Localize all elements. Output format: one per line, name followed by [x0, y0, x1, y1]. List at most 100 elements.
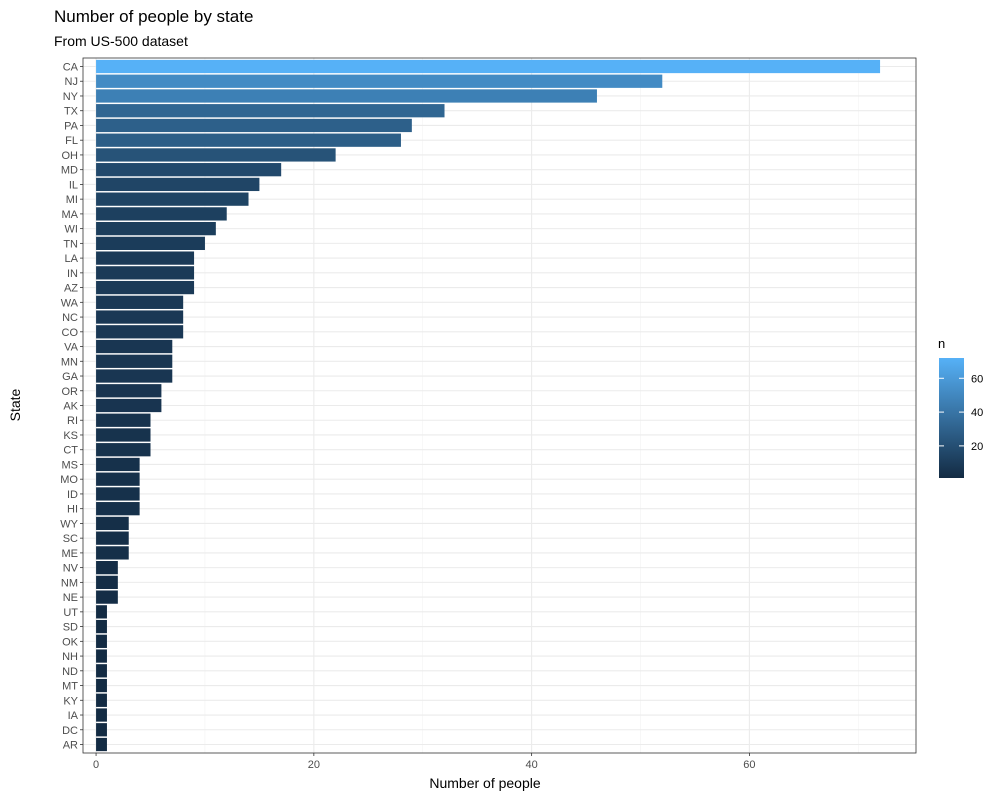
y-tick-label: MI [66, 194, 78, 206]
bar-ct [96, 443, 151, 457]
y-tick-label: TX [64, 106, 79, 118]
bar-co [96, 325, 184, 339]
bar-nh [96, 649, 107, 663]
bar-mn [96, 354, 173, 368]
y-tick-label: IA [68, 710, 79, 722]
bar-nj [96, 74, 663, 88]
y-tick-label: RI [67, 415, 78, 427]
bar-in [96, 266, 195, 280]
y-tick-label: AK [63, 401, 78, 413]
y-tick-label: SC [63, 533, 78, 545]
y-tick-label: IL [69, 179, 78, 191]
y-tick-label: NJ [65, 76, 78, 88]
y-tick-label: MS [62, 459, 79, 471]
y-tick-label: MT [62, 681, 78, 693]
y-tick-label: MA [62, 209, 79, 221]
y-tick-label: DC [62, 725, 78, 737]
y-tick-label: NY [63, 91, 79, 103]
bar-nc [96, 310, 184, 324]
x-axis-ticks: 0 20 40 60 [93, 753, 756, 771]
y-tick-label: NC [62, 312, 78, 324]
y-tick-label: TN [63, 238, 78, 250]
x-tick-label: 20 [308, 759, 320, 771]
bar-dc [96, 723, 107, 737]
y-tick-label: CO [62, 327, 79, 339]
bar-la [96, 251, 195, 265]
legend-title: n [938, 336, 945, 351]
legend-tick-label: 40 [971, 407, 983, 419]
y-tick-label: KY [63, 695, 78, 707]
y-tick-label: UT [63, 607, 78, 619]
bar-ok [96, 634, 107, 648]
legend-tick-label: 60 [971, 373, 983, 385]
bar-il [96, 177, 260, 192]
y-tick-label: PA [64, 120, 79, 132]
y-axis-title: State [7, 388, 23, 421]
bar-pa [96, 118, 412, 133]
bar-hi [96, 502, 140, 516]
grid [83, 58, 916, 753]
bar-az [96, 280, 195, 295]
bar-ri [96, 413, 151, 427]
bar-ar [96, 737, 107, 752]
legend: n 20 40 60 [938, 336, 983, 478]
bar-ne [96, 590, 118, 604]
y-tick-label: ME [62, 548, 79, 560]
y-tick-label: CA [63, 62, 79, 74]
y-tick-label: ND [62, 666, 78, 678]
bar-mo [96, 472, 140, 486]
legend-colorbar [939, 358, 964, 478]
bar-mi [96, 192, 249, 206]
bars [96, 59, 881, 752]
bar-tn [96, 236, 205, 251]
y-tick-label: LA [65, 253, 79, 265]
bar-oh [96, 148, 336, 162]
bar-nm [96, 575, 118, 590]
y-tick-label: VA [64, 342, 79, 354]
bar-tx [96, 104, 445, 118]
y-tick-label: ID [67, 489, 78, 501]
y-tick-label: WI [65, 224, 78, 236]
y-tick-label: MO [60, 474, 78, 486]
bar-ny [96, 89, 597, 103]
bar-me [96, 546, 129, 560]
bar-ks [96, 428, 151, 442]
bar-or [96, 384, 162, 398]
bar-sd [96, 619, 107, 634]
y-axis-ticks: CA NJ NY TX PA FL OH MD IL MI MA WI TN LA IN AZ WA NC CO VA… [60, 62, 83, 752]
y-tick-label: AZ [64, 283, 78, 295]
bar-ma [96, 207, 227, 221]
legend-tick-label: 20 [971, 441, 983, 453]
y-tick-label: NE [63, 592, 78, 604]
y-tick-label: AR [63, 740, 78, 752]
y-tick-label: WA [61, 297, 79, 309]
y-tick-label: HI [67, 504, 78, 516]
bar-ca [96, 59, 881, 74]
bar-wy [96, 516, 129, 531]
y-tick-label: WY [60, 518, 78, 530]
y-tick-label: FL [65, 135, 78, 147]
chart-subtitle: From US-500 dataset [54, 33, 188, 49]
bar-va [96, 339, 173, 354]
bar-ky [96, 693, 107, 707]
y-tick-label: SD [63, 622, 78, 634]
y-tick-label: IN [67, 268, 78, 280]
bar-ia [96, 708, 107, 722]
y-tick-label: OR [62, 386, 79, 398]
y-tick-label: GA [62, 371, 79, 383]
bar-id [96, 487, 140, 501]
y-tick-label: NV [63, 563, 79, 575]
bar-ms [96, 457, 140, 472]
y-tick-label: KS [63, 430, 78, 442]
x-axis-title: Number of people [429, 775, 541, 791]
bar-ga [96, 369, 173, 383]
bar-ak [96, 398, 162, 413]
x-tick-label: 40 [525, 759, 537, 771]
bar-nd [96, 664, 107, 678]
y-tick-label: OK [62, 636, 79, 648]
y-tick-label: NH [62, 651, 78, 663]
bar-fl [96, 133, 401, 147]
y-tick-label: CT [63, 445, 78, 457]
y-tick-label: OH [62, 150, 79, 162]
